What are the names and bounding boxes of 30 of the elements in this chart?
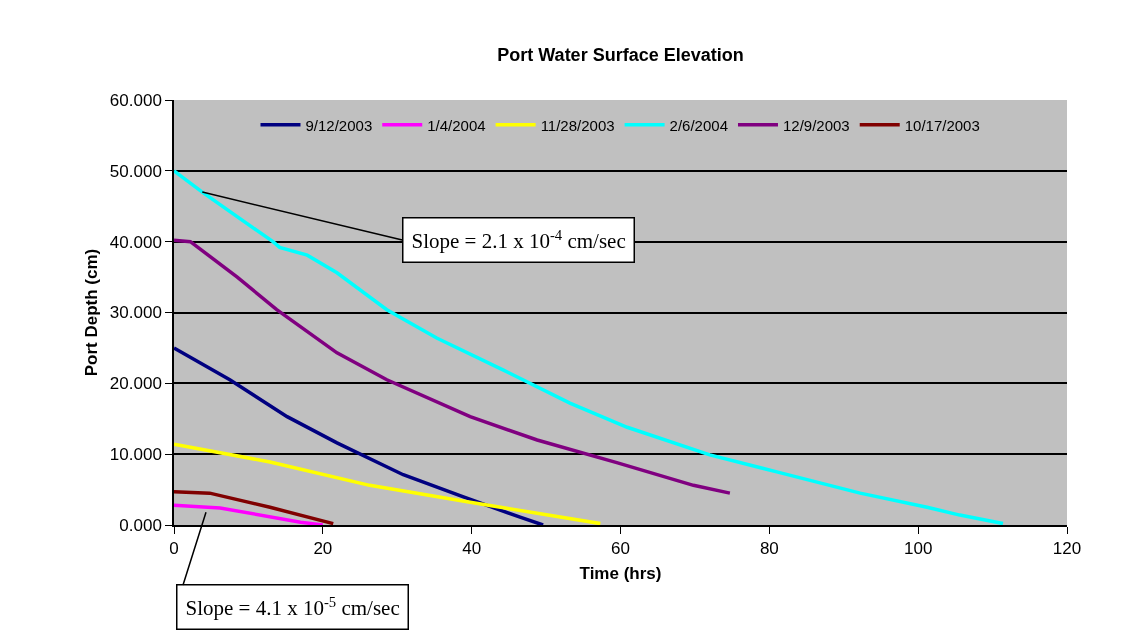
legend-label: 9/12/2003 <box>305 116 373 134</box>
y-tick-label: 10.000 <box>109 445 162 465</box>
x-tick-label: 60 <box>611 539 630 559</box>
line-series <box>174 169 1005 525</box>
x-axis-title: Time (hrs) <box>579 564 662 584</box>
line-series <box>174 489 335 525</box>
y-tick-label: 20.000 <box>109 374 162 394</box>
chart-title: Port Water Surface Elevation <box>497 44 744 65</box>
y-tick-label: 40.000 <box>109 232 162 252</box>
y-tick-label: 50.000 <box>109 161 162 181</box>
legend-label: 11/28/2003 <box>540 116 615 134</box>
y-axis-title: Port Depth (cm) <box>81 248 101 377</box>
legend-label: 12/9/2003 <box>782 116 850 134</box>
y-tick-label: 30.000 <box>109 303 162 323</box>
line-series <box>174 503 325 525</box>
annotation: Slope = 2.1 x 10$^{-4}$ cm/sec <box>411 226 626 254</box>
y-tick-label: 60.000 <box>109 90 162 110</box>
x-tick-label: 20 <box>313 539 333 559</box>
line-series <box>174 346 545 525</box>
x-tick-label: 100 <box>903 539 933 559</box>
legend-label: 10/17/2003 <box>904 116 980 134</box>
x-tick-label: 80 <box>759 539 779 559</box>
x-tick-label: 0 <box>169 539 179 559</box>
legend-label: 1/4/2004 <box>427 116 486 134</box>
line-series <box>174 442 603 525</box>
annotation: Slope = 4.1 x 10$^{-5}$ cm/sec <box>185 593 400 621</box>
legend-label: 2/6/2004 <box>669 116 728 134</box>
y-tick-label: 0.000 <box>119 515 162 535</box>
x-tick-label: 40 <box>462 539 482 559</box>
x-tick-label: 120 <box>1052 539 1082 559</box>
